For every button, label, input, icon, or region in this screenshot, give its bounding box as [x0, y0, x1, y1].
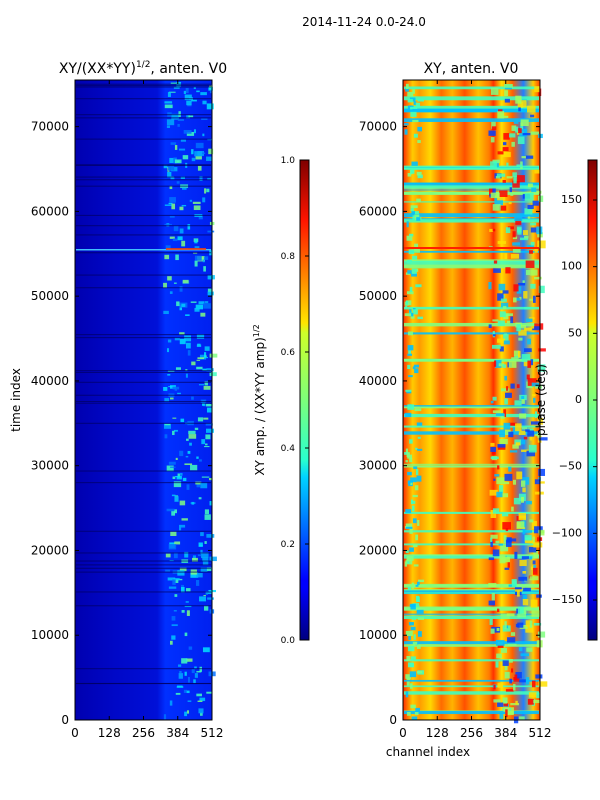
amplitude-colorbar-tick-label: 0.0: [281, 636, 296, 646]
amplitude-x-tick-label: 256: [132, 726, 155, 740]
amplitude-y-axis: 0 10000 20000 30000 40000 50000 60000 70000: [31, 120, 212, 727]
phase-colorbar-tick-label: −100: [552, 526, 582, 539]
phase-x-axis: 0 128 256 384 512: [399, 80, 551, 740]
amplitude-heatmap-image: [75, 80, 212, 720]
phase-colorbar-ticks: −150 −100 −50 0 50 100 150: [552, 193, 597, 606]
amplitude-title: XY/(XX*YY)1/2, anten. V0: [59, 60, 227, 77]
phase-colorbar-tick-label: −150: [552, 593, 582, 606]
amplitude-x-tick-label: 128: [98, 726, 121, 740]
amplitude-y-tick-label: 50000: [31, 289, 69, 303]
amplitude-colorbar-tick-label: 0.4: [281, 444, 296, 454]
phase-y-tick-label: 0: [389, 713, 397, 727]
amplitude-y-tick-label: 70000: [31, 120, 69, 134]
amplitude-panel: XY/(XX*YY)1/2, anten. V0 0 128 256 384 512 0…: [9, 60, 227, 740]
phase-y-tick-label: 30000: [359, 459, 397, 473]
phase-x-tick-label: 512: [529, 726, 552, 740]
phase-y-axis: 0 10000 20000 30000 40000 50000 60000 70000: [359, 120, 540, 727]
phase-y-tick-label: 40000: [359, 374, 397, 388]
phase-y-tick-label: 50000: [359, 289, 397, 303]
phase-colorbar-tick-label: 0: [575, 393, 582, 406]
phase-x-tick-label: 384: [494, 726, 517, 740]
amplitude-x-tick-label: 512: [201, 726, 224, 740]
phase-colorbar-tick-label: 100: [561, 260, 582, 273]
phase-panel: XY, anten. V0 0 128 256 384 512 0 10000 20000 3…: [359, 61, 552, 759]
amplitude-colorbar-tick-label: 0.6: [281, 348, 296, 358]
phase-y-tick-label: 60000: [359, 204, 397, 218]
amplitude-y-axis-label: time index: [9, 368, 23, 432]
amplitude-colorbar-label: XY amp. / (XX*YY amp)1/2: [252, 324, 267, 475]
phase-colorbar-tick-label: 150: [561, 193, 582, 206]
amplitude-y-tick-label: 30000: [31, 459, 69, 473]
amplitude-y-tick-label: 40000: [31, 374, 69, 388]
phase-x-axis-label: channel index: [386, 745, 470, 759]
phase-title: XY, anten. V0: [424, 61, 519, 77]
phase-x-tick-label: 256: [460, 726, 483, 740]
phase-colorbar-tick-label: 50: [568, 326, 582, 339]
amplitude-colorbar-gradient: [299, 159, 310, 641]
amplitude-x-tick-label: 0: [71, 726, 79, 740]
amplitude-colorbar: 0.0 0.2 0.4 0.6 0.8 1.0 XY amp. / (XX*YY amp)…: [252, 156, 310, 646]
amplitude-y-tick-label: 20000: [31, 543, 69, 557]
phase-x-tick-label: 128: [426, 726, 449, 740]
phase-y-tick-label: 70000: [359, 120, 397, 134]
phase-y-tick-label: 20000: [359, 543, 397, 557]
phase-y-tick-label: 10000: [359, 628, 397, 642]
figure-suptitle: 2014-11-24 0.0-24.0: [302, 15, 426, 29]
amplitude-colorbar-ticks: 0.0 0.2 0.4 0.6 0.8 1.0: [281, 156, 309, 646]
amplitude-y-tick-label: 10000: [31, 628, 69, 642]
amplitude-x-tick-label: 384: [166, 726, 189, 740]
amplitude-colorbar-tick-label: 1.0: [281, 156, 296, 166]
amplitude-colorbar-tick-label: 0.8: [281, 252, 296, 262]
amplitude-y-tick-label: 60000: [31, 204, 69, 218]
amplitude-x-axis: 0 128 256 384 512: [71, 80, 223, 740]
amplitude-colorbar-tick-label: 0.2: [281, 540, 295, 550]
phase-colorbar-tick-label: −50: [559, 460, 582, 473]
phase-colorbar-label: phase (deg): [534, 364, 548, 436]
phase-colorbar: −150 −100 −50 0 50 100 150 phase (deg): [534, 159, 598, 641]
phase-x-tick-label: 0: [399, 726, 407, 740]
amplitude-y-tick-label: 0: [61, 713, 69, 727]
